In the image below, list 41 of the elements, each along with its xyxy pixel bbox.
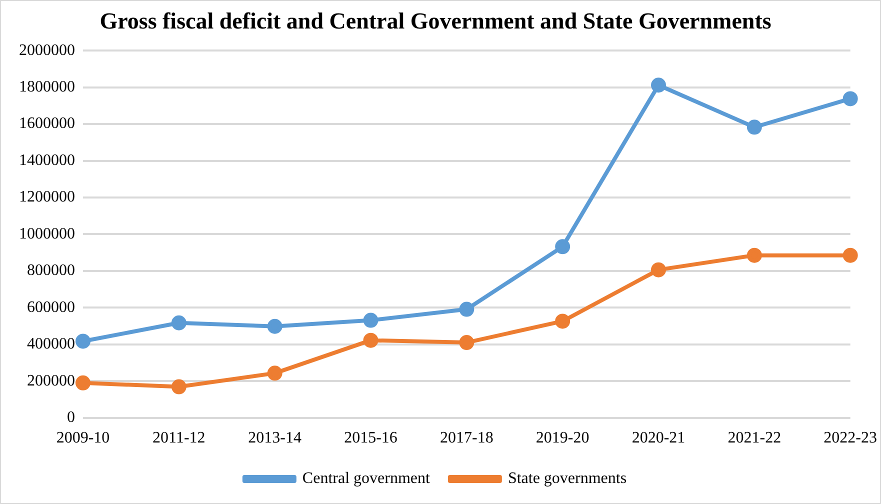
point bbox=[651, 78, 666, 93]
point bbox=[842, 248, 858, 263]
legend-label: State governments bbox=[508, 470, 627, 488]
y-tick-label: 0 bbox=[67, 409, 75, 426]
point bbox=[555, 239, 570, 254]
y-tick-label: 1800000 bbox=[19, 78, 75, 96]
legend-label: Central government bbox=[302, 470, 430, 488]
y-tick-label: 800000 bbox=[27, 262, 75, 280]
y-tick-label: 2000000 bbox=[19, 42, 75, 59]
point bbox=[746, 120, 762, 135]
x-tick-label: 2022-23 bbox=[824, 430, 877, 447]
y-tick-label: 1400000 bbox=[19, 152, 75, 169]
y-tick-label: 1000000 bbox=[19, 225, 75, 242]
y-tick-label: 600000 bbox=[27, 298, 75, 316]
point bbox=[555, 314, 570, 329]
y-tick-label: 400000 bbox=[27, 336, 75, 353]
point bbox=[76, 334, 90, 349]
point bbox=[746, 248, 762, 263]
point bbox=[267, 318, 282, 334]
x-tick-label: 2011-12 bbox=[152, 430, 206, 447]
point bbox=[651, 262, 666, 278]
x-tick-label: 2013-14 bbox=[248, 430, 302, 447]
x-tick-label: 2020-21 bbox=[632, 430, 686, 447]
y-tick-label: 200000 bbox=[27, 372, 75, 390]
x-tick-label: 2021-22 bbox=[728, 430, 782, 447]
x-tick-label: 2009-10 bbox=[56, 430, 110, 447]
point bbox=[76, 375, 90, 390]
y-tick-label: 1600000 bbox=[19, 115, 75, 132]
point bbox=[459, 302, 474, 317]
point bbox=[363, 312, 378, 328]
point bbox=[842, 91, 858, 106]
point bbox=[459, 335, 474, 350]
x-tick-label: 2017-18 bbox=[440, 430, 494, 447]
point bbox=[171, 379, 186, 394]
point bbox=[267, 366, 282, 381]
x-tick-label: 2019-20 bbox=[536, 430, 590, 447]
point bbox=[171, 315, 186, 330]
y-tick-label: 1200000 bbox=[19, 188, 75, 206]
point bbox=[363, 332, 378, 348]
chart-title: Gross fiscal deficit and Central Government and State Governments bbox=[100, 8, 772, 34]
x-tick-label: 2015-16 bbox=[344, 430, 398, 447]
